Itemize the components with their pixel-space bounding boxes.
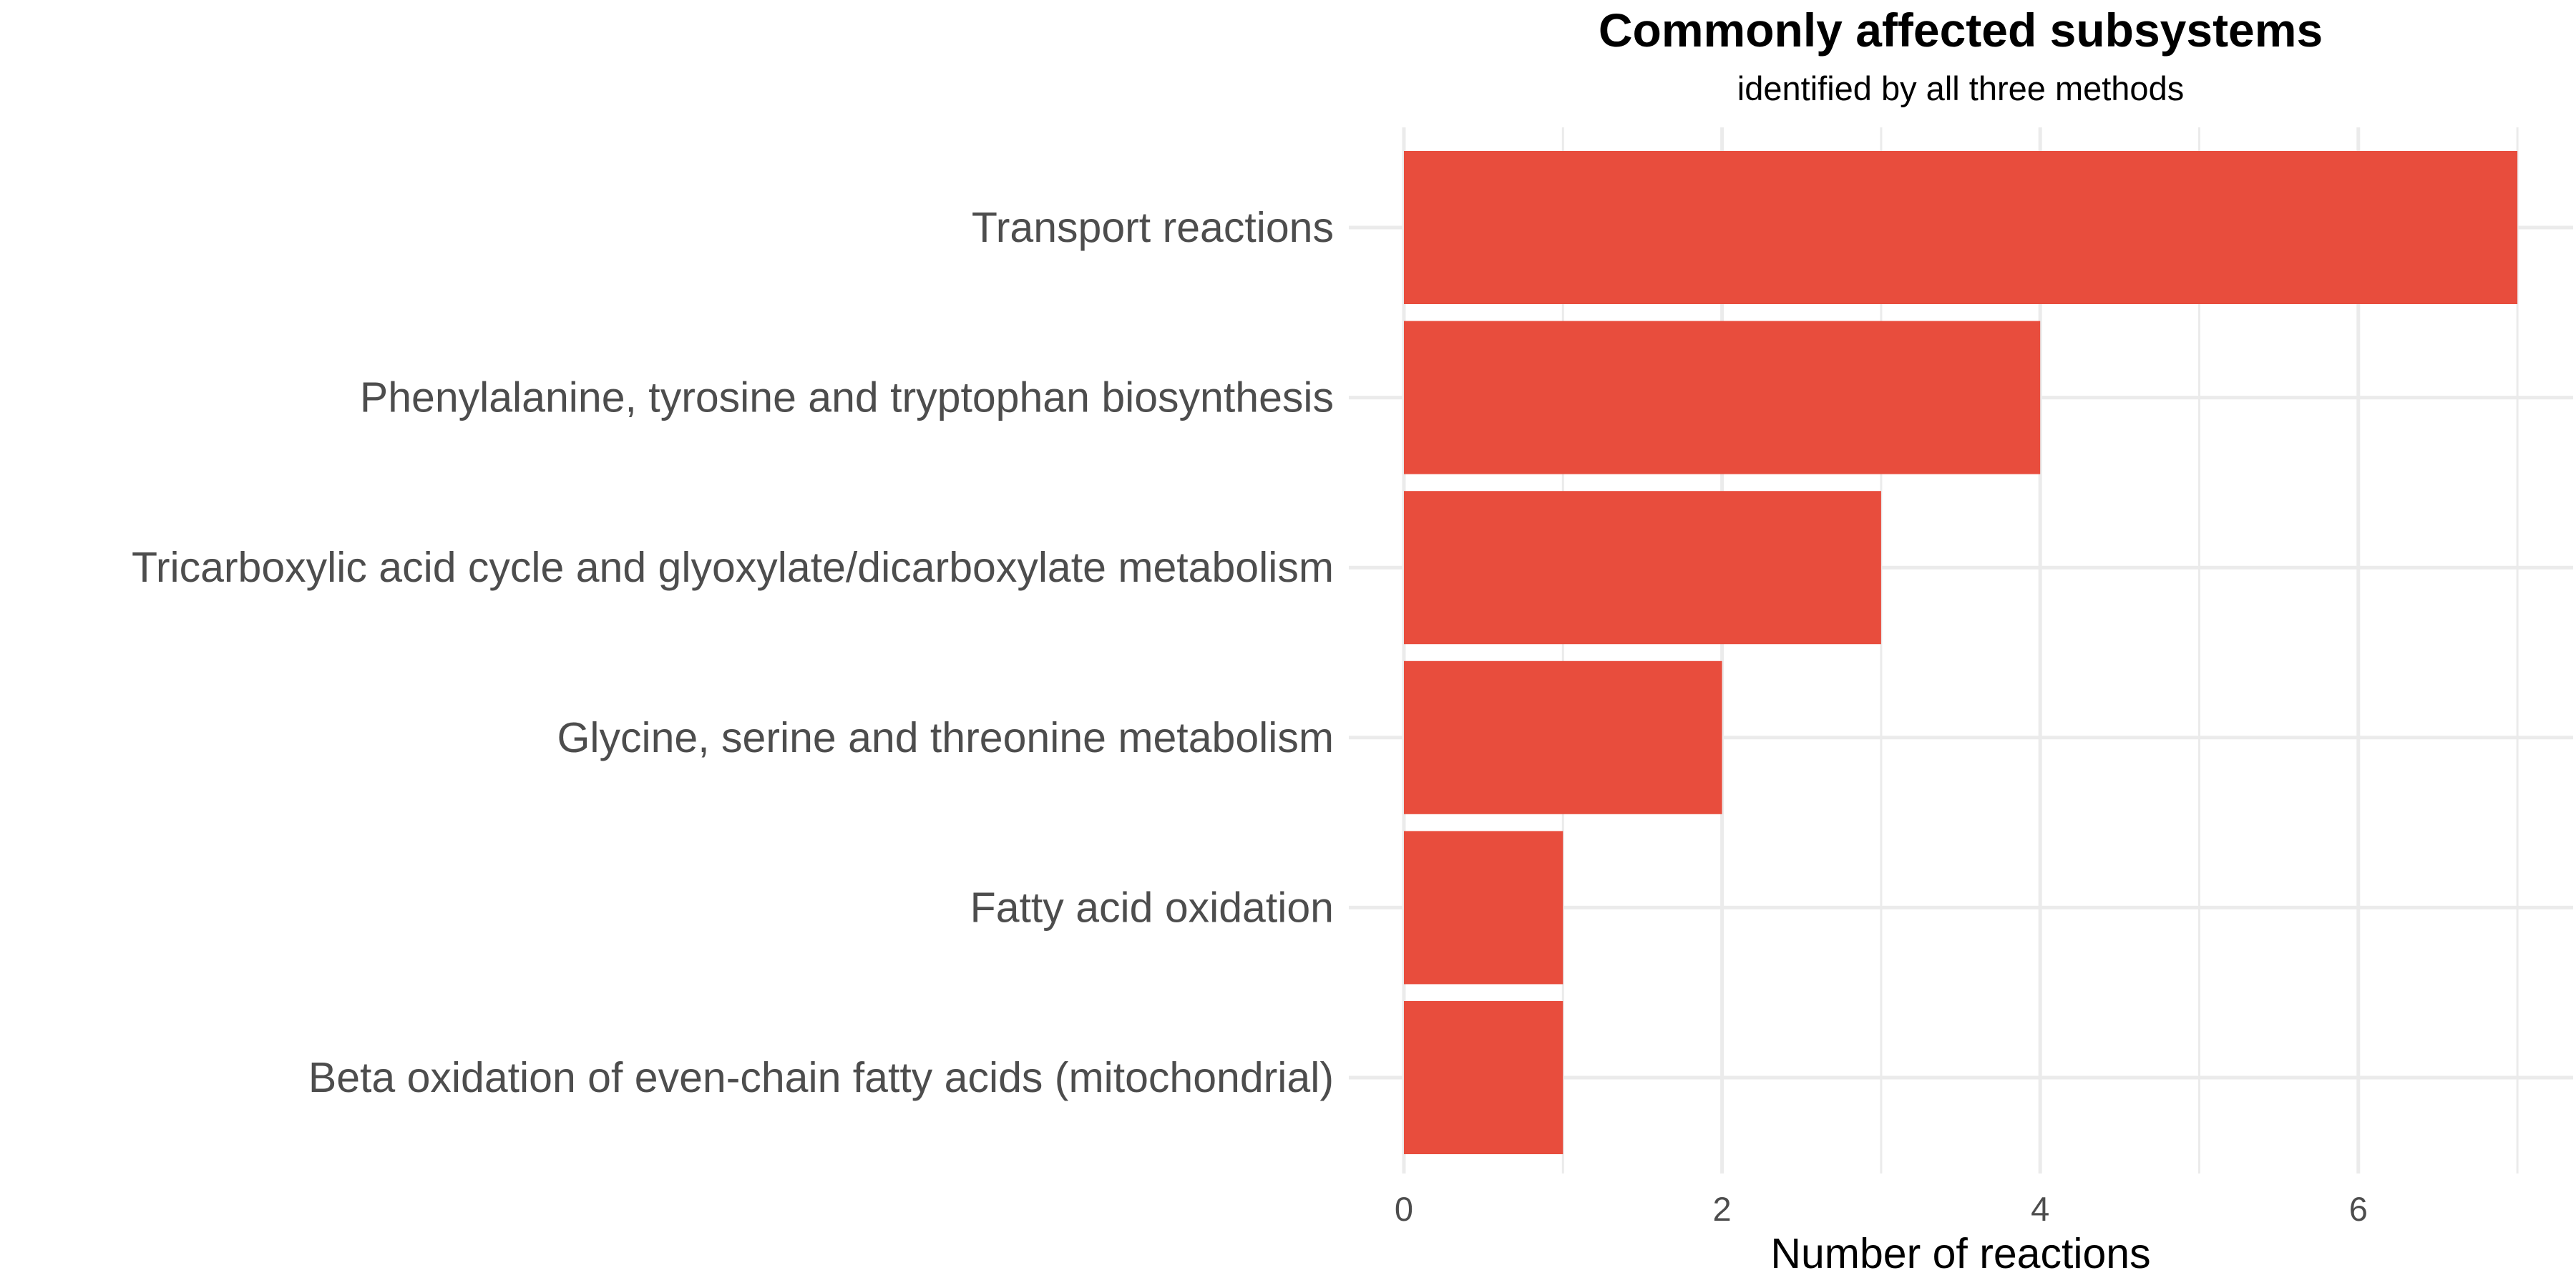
bar	[1404, 151, 2518, 304]
x-axis-tick-labels: 0 2 4 6	[1395, 1190, 2368, 1228]
y-tick-label: Tricarboxylic acid cycle and glyoxylate/…	[132, 544, 1334, 591]
bar	[1404, 1001, 1563, 1154]
bar	[1404, 491, 1881, 645]
chart-title: Commonly affected subsystems	[1599, 4, 2323, 57]
y-tick-label: Fatty acid oxidation	[970, 884, 1334, 931]
x-tick-label: 6	[2349, 1190, 2368, 1228]
chart-subtitle: identified by all three methods	[1737, 69, 2184, 107]
x-tick-label: 0	[1395, 1190, 1413, 1228]
y-tick-label: Transport reactions	[972, 204, 1334, 251]
y-tick-label: Beta oxidation of even-chain fatty acids…	[308, 1054, 1334, 1101]
x-axis-title: Number of reactions	[1770, 1230, 2150, 1277]
x-tick-label: 4	[2031, 1190, 2049, 1228]
y-tick-label: Phenylalanine, tyrosine and tryptophan b…	[360, 374, 1334, 421]
bar	[1404, 660, 1722, 814]
y-axis-tick-labels: Transport reactions Phenylalanine, tyrosi…	[132, 204, 1334, 1101]
bars	[1404, 151, 2518, 1154]
x-tick-label: 2	[1713, 1190, 1732, 1228]
bar	[1404, 321, 2041, 474]
y-tick-label: Glycine, serine and threonine metabolism	[557, 714, 1334, 761]
bar	[1404, 831, 1563, 985]
